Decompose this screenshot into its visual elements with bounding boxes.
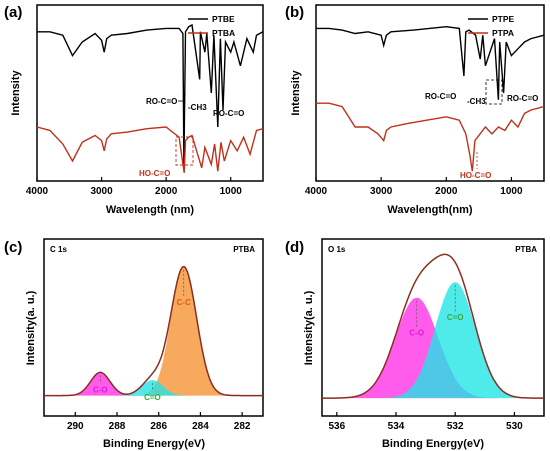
panel-a-ylabel: Intensity (10, 70, 22, 116)
panel-d-sample-label: PTBA (515, 245, 537, 254)
panel-a: (a) Intensity Wavelength (nm) 4000 3000 20… (4, 4, 264, 216)
panel-c-ylabel: Intensity(a. u.) (25, 290, 37, 365)
panel-a-annotation-ho-co: HO-C=O (139, 169, 170, 178)
panel-a-annotation-ch3: -CH3 (188, 103, 207, 112)
peak-ceo (44, 380, 263, 396)
x-tick-label: 282 (234, 421, 251, 432)
peak-label: C=O (447, 313, 464, 322)
panel-d: (d) O 1s PTBA Intensity(a. u.) Binding E… (285, 238, 545, 450)
panel-d-envelope-line (322, 253, 544, 399)
x-tick-label: 4000 (26, 186, 49, 197)
panel-d-peaks (322, 282, 544, 399)
panel-b-annotation-ch3: -CH3 (467, 97, 486, 106)
panel-c-letter: (c) (4, 239, 22, 256)
panel-c-frame (43, 238, 264, 417)
panel-a-frame (36, 4, 264, 182)
x-tick-label: 3000 (90, 186, 113, 197)
panel-a-series-ptba-line (36, 126, 264, 173)
panel-b-legend-ptpa: PTPA (492, 28, 514, 38)
panel-b-frame (315, 4, 545, 182)
panel-c-title: C 1s (50, 245, 67, 254)
peak-label: C-O (409, 329, 424, 338)
peak-label: C=O (144, 393, 161, 402)
panel-a-hoco-box (175, 136, 194, 166)
peak-c-o (44, 372, 263, 396)
panel-c-sample-label: PTBA (233, 245, 255, 254)
x-tick-label: 2000 (435, 186, 458, 197)
panel-c-ticks: 290 288 286 284 282 (67, 412, 251, 432)
panel-b-xlabel: Wavelength(nm) (387, 204, 472, 216)
panel-b-series-ptpa-line (316, 102, 545, 172)
x-tick-label: 1000 (500, 186, 523, 197)
panel-a-legend-ptbe: PTBE (212, 14, 235, 24)
panel-a-letter: (a) (4, 4, 22, 21)
panel-b-ch3-box (485, 79, 503, 105)
panel-c-peaks (44, 266, 263, 396)
x-tick-label: 284 (192, 421, 209, 432)
panel-b-annotation-ro-co-2: RO-C=O (507, 94, 538, 103)
panel-c-envelope-line (44, 265, 263, 397)
x-tick-label: 1000 (220, 186, 243, 197)
panel-a-annotation-ro-co-1: RO-C=O (146, 97, 177, 106)
x-tick-label: 288 (109, 421, 126, 432)
x-tick-label: 290 (67, 421, 84, 432)
x-tick-label: 4000 (305, 186, 328, 197)
panel-a-legend-ptba: PTBA (212, 28, 235, 38)
panel-c: (c) C 1s PTBA Intensity(a. u.) Binding E… (4, 238, 264, 450)
x-tick-label: 532 (447, 421, 464, 432)
panel-d-peak-labels: C-O C=O (409, 285, 464, 338)
x-tick-label: 534 (388, 421, 405, 432)
panel-d-ticks: 536 534 532 530 (328, 412, 523, 432)
panel-b-ticks: 4000 3000 2000 1000 (305, 177, 523, 197)
panel-b-ylabel: Intensity (290, 70, 302, 116)
panel-a-xlabel: Wavelength (nm) (106, 204, 195, 216)
panel-d-xlabel: Binding Energy(eV) (382, 438, 484, 450)
panel-b-series-ptpe-line (316, 25, 545, 100)
panel-b-annotation-ho-co: HO-C=O (460, 171, 491, 180)
panel-a-ticks: 4000 3000 2000 1000 (26, 177, 242, 197)
panel-b-annotation-ro-co-1: RO-C=O (425, 92, 456, 101)
x-tick-label: 286 (150, 421, 167, 432)
panel-a-series-ptbe-line (37, 23, 264, 165)
peak-label: C-C (177, 298, 191, 307)
panel-d-letter: (d) (285, 239, 304, 256)
panel-d-frame (321, 238, 545, 417)
x-tick-label: 3000 (370, 186, 393, 197)
panel-d-ylabel: Intensity(a. u.) (303, 290, 315, 365)
peak-label: C-O (93, 385, 108, 394)
peak-ceo (322, 282, 544, 399)
panel-b-legend-ptpe: PTPE (492, 14, 515, 24)
panel-c-xlabel: Binding Energy(eV) (103, 438, 205, 450)
x-tick-label: 2000 (155, 186, 178, 197)
peak-c-c (44, 266, 263, 396)
panel-a-annotation-ro-co-2: RO-C=O (213, 109, 244, 118)
panel-d-title: O 1s (328, 245, 346, 254)
x-tick-label: 536 (328, 421, 345, 432)
panel-c-peak-labels: C-C C-O C=O (93, 269, 191, 402)
x-tick-label: 530 (506, 421, 523, 432)
panel-b: (b) Intensity Wavelength(nm) 4000 3000 200… (285, 4, 545, 216)
panel-b-letter: (b) (285, 4, 304, 21)
